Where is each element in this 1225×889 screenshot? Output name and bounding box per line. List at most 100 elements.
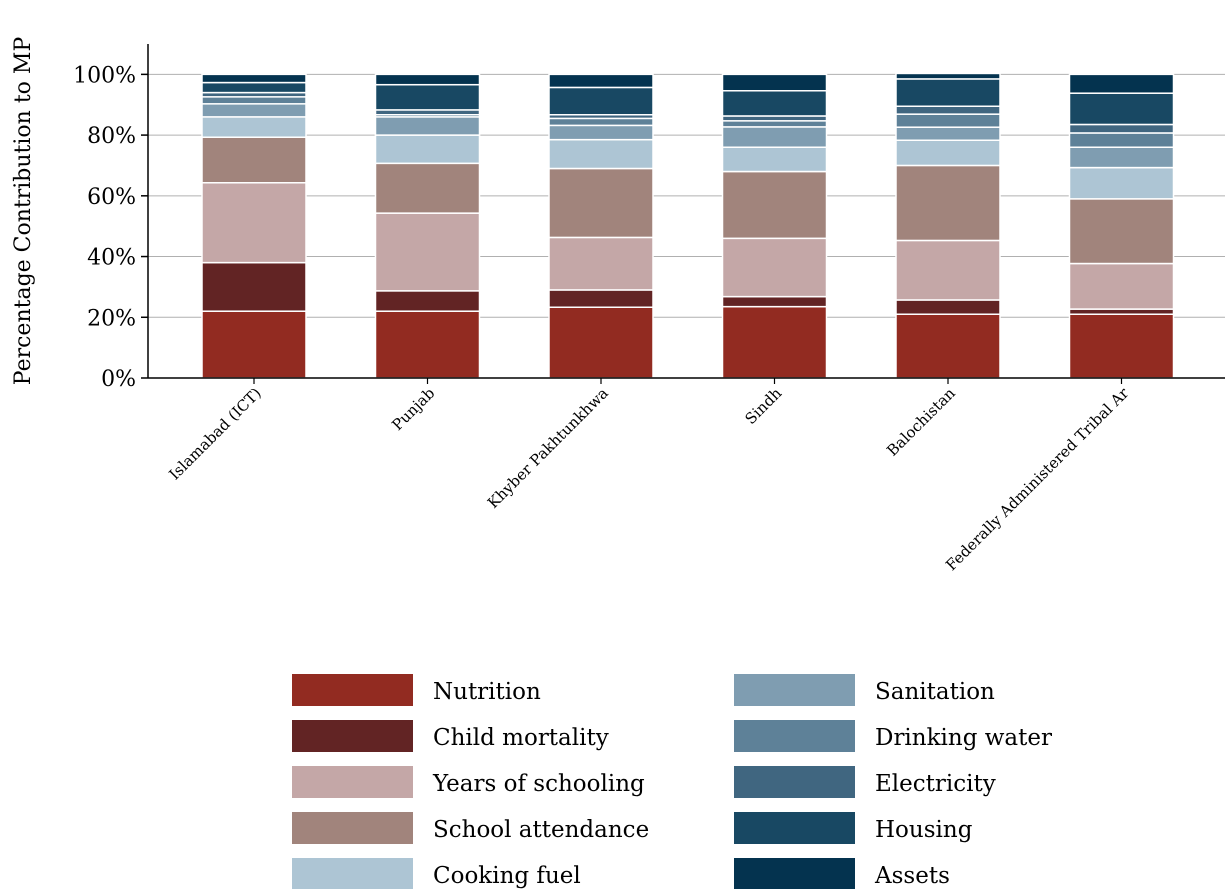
bar-segment <box>895 78 1001 107</box>
bar-segment <box>721 170 828 240</box>
legend-item: Cooking fuel <box>292 858 581 889</box>
bar-segment <box>374 290 481 312</box>
bar-segment <box>721 295 828 308</box>
legend-label: School attendance <box>433 817 649 843</box>
y-ticks: 0% 20% 40% 60% 80% 100% <box>73 63 148 392</box>
bar-segment <box>895 113 1001 128</box>
bar-segment <box>721 90 828 117</box>
y-tick-label: 0% <box>101 367 136 392</box>
bar-stack <box>1068 73 1175 379</box>
legend-swatch <box>292 858 413 889</box>
legend-item: Child mortality <box>292 720 609 752</box>
legend-label: Assets <box>874 863 950 889</box>
bar-segment <box>201 182 307 264</box>
legend-item: Assets <box>734 858 950 889</box>
bar-segment <box>1068 262 1175 310</box>
bar-segment <box>548 117 654 127</box>
legend-label: Drinking water <box>875 725 1052 751</box>
legend-swatch <box>734 720 855 752</box>
bar-segment <box>1068 132 1175 148</box>
bar-segment <box>548 138 654 170</box>
legend-label: Years of schooling <box>432 771 645 797</box>
y-tick-label: 20% <box>87 306 136 331</box>
x-ticks: Islamabad (ICT) Punjab Khyber Pakhtunkhwa S… <box>165 378 1133 575</box>
bar-segment <box>1068 146 1175 169</box>
legend-item: Housing <box>734 812 973 844</box>
bar-segment <box>548 124 654 141</box>
axes <box>147 44 1225 379</box>
bar-segment <box>374 73 481 86</box>
bar-segment <box>895 72 1001 80</box>
bar-segment <box>895 126 1001 142</box>
bar-segment <box>895 313 1001 379</box>
bars <box>201 72 1175 379</box>
bar-segment <box>201 81 307 94</box>
x-tick-label: Punjab <box>388 384 438 434</box>
bar-stack <box>895 72 1001 379</box>
bar-segment <box>201 116 307 138</box>
x-tick-label: Islamabad (ICT) <box>165 384 264 483</box>
legend-swatch <box>734 858 855 889</box>
legend-swatch <box>292 674 413 706</box>
legend-label: Sanitation <box>875 679 995 705</box>
x-tick-label: Khyber Pakhtunkhwa <box>484 384 612 512</box>
y-tick-label: 40% <box>87 246 136 271</box>
bar-segment <box>201 73 307 84</box>
legend-item: Electricity <box>734 766 996 798</box>
bar-segment <box>548 289 654 309</box>
bar-segment <box>201 136 307 184</box>
bar-segment <box>548 86 654 116</box>
bar-segment <box>1068 198 1175 265</box>
legend-item: Nutrition <box>292 674 541 706</box>
bar-segment <box>721 126 828 148</box>
bar-stack <box>201 73 307 379</box>
legend-swatch <box>292 766 413 798</box>
y-tick-label: 100% <box>73 63 136 88</box>
bar-segment <box>895 105 1001 115</box>
bar-segment <box>1068 92 1175 126</box>
bar-segment <box>201 261 307 312</box>
bar-segment <box>548 167 654 239</box>
bar-segment <box>548 73 654 89</box>
bar-segment <box>895 239 1001 301</box>
legend-item: Sanitation <box>734 674 995 706</box>
legend-swatch <box>734 812 855 844</box>
bar-segment <box>374 116 481 136</box>
legend-swatch <box>734 674 855 706</box>
bar-segment <box>1068 166 1175 200</box>
legend-item: Years of schooling <box>292 766 645 798</box>
legend-label: Electricity <box>875 771 996 797</box>
bar-segment <box>895 139 1001 167</box>
bar-segment <box>1068 123 1175 134</box>
legend-item: School attendance <box>292 812 649 844</box>
bar-stack <box>548 73 654 379</box>
legend-swatch <box>734 766 855 798</box>
bar-segment <box>374 212 481 292</box>
bar-segment <box>721 120 828 128</box>
legend-label: Child mortality <box>433 725 609 751</box>
bar-segment <box>201 103 307 118</box>
y-axis-label: Percentage Contribution to MP <box>11 37 36 386</box>
x-tick-label: Federally Administered Tribal Ar <box>942 384 1133 575</box>
legend: Nutrition Child mortality Years of schooli… <box>292 674 1052 889</box>
legend-item: Drinking water <box>734 720 1052 752</box>
bar-segment <box>201 310 307 379</box>
legend-label: Nutrition <box>433 679 541 705</box>
bar-segment <box>201 96 307 105</box>
legend-label: Housing <box>875 817 973 843</box>
x-tick-label: Sindh <box>741 384 785 428</box>
bar-segment <box>1068 73 1175 94</box>
bar-segment <box>548 236 654 291</box>
bar-stack <box>374 73 481 379</box>
legend-label: Cooking fuel <box>433 863 581 889</box>
bar-segment <box>1068 313 1175 379</box>
x-tick-label: Balochistan <box>883 384 959 460</box>
grid-lines <box>148 73 1225 379</box>
bar-segment <box>721 146 828 173</box>
bar-segment <box>374 134 481 165</box>
bar-stack <box>721 73 828 379</box>
bar-segment <box>374 310 481 379</box>
bar-segment <box>721 73 828 92</box>
bar-segment <box>374 83 481 111</box>
